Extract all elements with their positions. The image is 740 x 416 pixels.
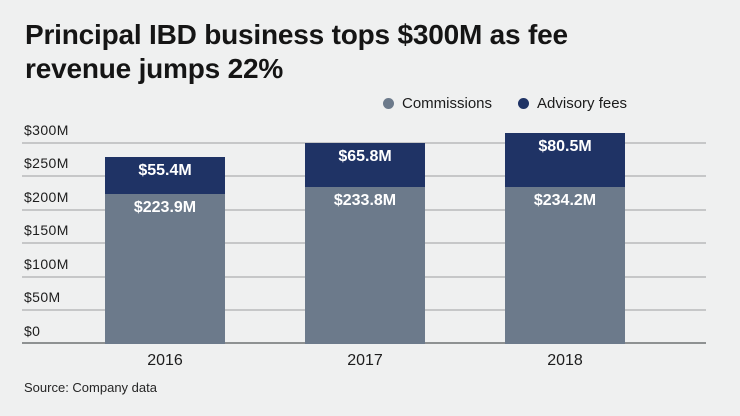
bar-segment-advisory-fees-2017: $65.8M	[305, 143, 425, 188]
y-axis-tick-label: $300M	[24, 121, 69, 138]
legend-item-advisory-fees: Advisory fees	[518, 95, 627, 112]
x-axis-label-2017: 2017	[347, 352, 383, 369]
bar-value-label-commissions: $223.9M	[133, 198, 197, 216]
plot-area: $300M $250M $200M $150M $100M $50M $0 $55.4M $22…	[22, 122, 706, 369]
legend-item-commissions: Commissions	[383, 95, 492, 112]
chart-legend: Commissions Advisory fees	[383, 95, 627, 112]
bar-value-label-commissions: $234.2M	[533, 191, 597, 209]
y-axis-tick-label: $50M	[24, 289, 61, 306]
bar-segment-commissions-2016: $223.9M	[105, 193, 225, 344]
y-axis-tick-label: $0	[24, 323, 41, 339]
y-axis-tick-label: $100M	[24, 255, 69, 272]
commissions-swatch-icon	[383, 98, 394, 109]
legend-label-advisory-fees: Advisory fees	[537, 95, 628, 112]
bar-value-label-advisory-fees: $65.8M	[338, 148, 392, 166]
legend-label-commissions: Commissions	[402, 95, 493, 112]
y-axis-tick-label: $250M	[24, 155, 69, 172]
bar-segment-commissions-2017: $233.8M	[305, 187, 425, 344]
bar-2018: $80.5M $234.2M	[505, 132, 625, 344]
x-axis-label-2016: 2016	[147, 352, 183, 369]
bar-2017: $65.8M $233.8M	[305, 143, 425, 344]
bar-value-label-advisory-fees: $80.5M	[538, 137, 592, 155]
source-note: Source: Company data	[24, 380, 157, 395]
chart-title: Principal IBD business tops $300M as fee…	[25, 18, 568, 86]
bar-segment-commissions-2018: $234.2M	[505, 186, 625, 344]
chart-title-line-2: revenue jumps 22%	[25, 53, 284, 84]
bar-2016: $55.4M $223.9M	[105, 156, 225, 344]
bar-segment-advisory-fees-2018: $80.5M	[505, 132, 625, 187]
x-axis-label-2018: 2018	[547, 352, 583, 369]
bar-segment-advisory-fees-2016: $55.4M	[105, 156, 225, 194]
bar-value-label-advisory-fees: $55.4M	[138, 161, 192, 179]
bar-value-label-commissions: $233.8M	[333, 192, 397, 210]
y-axis-tick-label: $200M	[24, 188, 69, 205]
advisory-fees-swatch-icon	[518, 98, 530, 109]
gridline	[22, 141, 706, 144]
y-axis-tick-label: $150M	[24, 222, 69, 239]
chart-title-line-1: Principal IBD business tops $300M as fee	[25, 19, 568, 50]
